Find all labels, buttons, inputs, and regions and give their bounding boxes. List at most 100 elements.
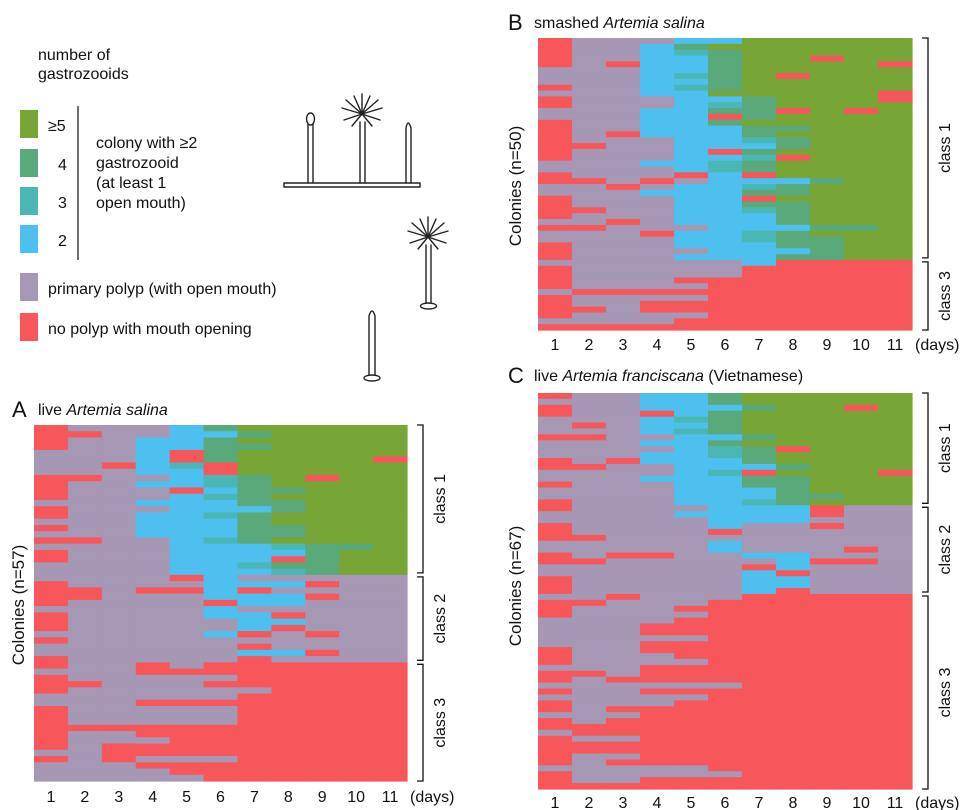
- heat-cell: [271, 499, 306, 507]
- heat-cell: [305, 581, 340, 588]
- heat-cell: [878, 771, 913, 778]
- heat-cell: [844, 735, 879, 743]
- heat-cell: [538, 230, 573, 238]
- heat-cell: [237, 768, 272, 776]
- heat-cell: [101, 431, 137, 439]
- heat-cell: [640, 540, 675, 548]
- heat-cell: [776, 113, 811, 121]
- heat-cell: [67, 487, 103, 495]
- heat-cell: [674, 523, 709, 530]
- heat-cell: [878, 55, 913, 62]
- heat-cell: [844, 84, 879, 92]
- heat-cell: [776, 242, 811, 249]
- heat-cell: [572, 452, 607, 459]
- heat-cell: [844, 300, 879, 308]
- heat-cell: [67, 599, 103, 607]
- heat-cell: [203, 681, 239, 688]
- heat-cell: [237, 443, 272, 451]
- heat-cell: [101, 649, 137, 657]
- heat-cell: [101, 606, 137, 613]
- heat-cell: [237, 487, 272, 495]
- heat-cell: [538, 160, 573, 168]
- heat-cell: [674, 647, 709, 654]
- heat-cell: [640, 224, 675, 232]
- heat-cell: [373, 568, 408, 576]
- heat-cell: [538, 102, 573, 109]
- heat-cell: [810, 558, 845, 565]
- heat-cell: [674, 259, 709, 267]
- heat-cell: [810, 230, 845, 238]
- heat-cell: [708, 434, 743, 441]
- heat-cell: [606, 306, 641, 314]
- heat-cell: [339, 556, 374, 564]
- heat-cell: [101, 662, 137, 670]
- heat-cell: [606, 131, 641, 138]
- heat-cell: [606, 172, 641, 179]
- class-bracket: [417, 424, 424, 574]
- heat-cell: [572, 277, 607, 284]
- heat-cell: [742, 546, 777, 554]
- heat-cell: [640, 452, 675, 459]
- heat-cell: [640, 605, 675, 613]
- heat-cell: [538, 469, 573, 477]
- heat-cell: [844, 428, 879, 435]
- heat-cell: [776, 753, 811, 761]
- heat-cell: [742, 623, 777, 631]
- heat-cell: [606, 410, 641, 418]
- heat-cell: [878, 718, 913, 725]
- heat-cell: [101, 631, 137, 638]
- heat-cell: [674, 676, 709, 684]
- heat-cell: [373, 687, 408, 695]
- x-tick-label: 8: [789, 337, 798, 354]
- heat-cell: [538, 410, 573, 418]
- heat-cell: [776, 729, 811, 737]
- x-tick-label: 1: [551, 337, 560, 354]
- heat-cell: [572, 658, 607, 666]
- heat-cell: [606, 294, 641, 302]
- heat-cell: [810, 505, 845, 512]
- heat-cell: [810, 446, 845, 453]
- heat-cell: [169, 624, 205, 632]
- heat-cell: [271, 637, 306, 645]
- heat-cell: [810, 469, 845, 477]
- heat-cell: [708, 67, 743, 74]
- heat-cell: [572, 511, 607, 518]
- heat-cell: [237, 693, 272, 701]
- heat-cell: [878, 125, 913, 133]
- heat-cell: [810, 747, 845, 755]
- heat-cell: [810, 393, 845, 400]
- heat-cell: [674, 230, 709, 238]
- heat-cell: [742, 540, 777, 548]
- heat-cell: [810, 759, 845, 766]
- heat-cell: [339, 656, 374, 663]
- heat-cell: [606, 481, 641, 489]
- heat-cell: [203, 574, 239, 582]
- heat-cell: [538, 783, 573, 790]
- heat-cell: [203, 712, 239, 720]
- heat-cell: [674, 84, 709, 92]
- heat-cell: [674, 416, 709, 424]
- heat-cell: [708, 617, 743, 625]
- heat-cell: [878, 777, 913, 784]
- heat-cell: [810, 729, 845, 737]
- heat-cell: [776, 207, 811, 214]
- heat-cell: [271, 656, 306, 663]
- heat-cell: [674, 576, 709, 583]
- heat-cell: [34, 449, 69, 457]
- heat-cell: [339, 499, 374, 507]
- heat-cell: [844, 534, 879, 542]
- heat-cell: [810, 102, 845, 109]
- heat-cell: [572, 90, 607, 97]
- heat-cell: [271, 756, 306, 763]
- heat-cell: [640, 137, 675, 144]
- heat-cell: [305, 681, 340, 688]
- heat-cell: [844, 160, 879, 168]
- heat-cell: [742, 611, 777, 619]
- heat-cell: [373, 712, 408, 720]
- heat-cell: [538, 641, 573, 648]
- heat-cell: [742, 605, 777, 613]
- heat-cell: [674, 271, 709, 279]
- heat-cell: [606, 428, 641, 435]
- heat-cell: [776, 475, 811, 483]
- heat-cell: [640, 248, 675, 255]
